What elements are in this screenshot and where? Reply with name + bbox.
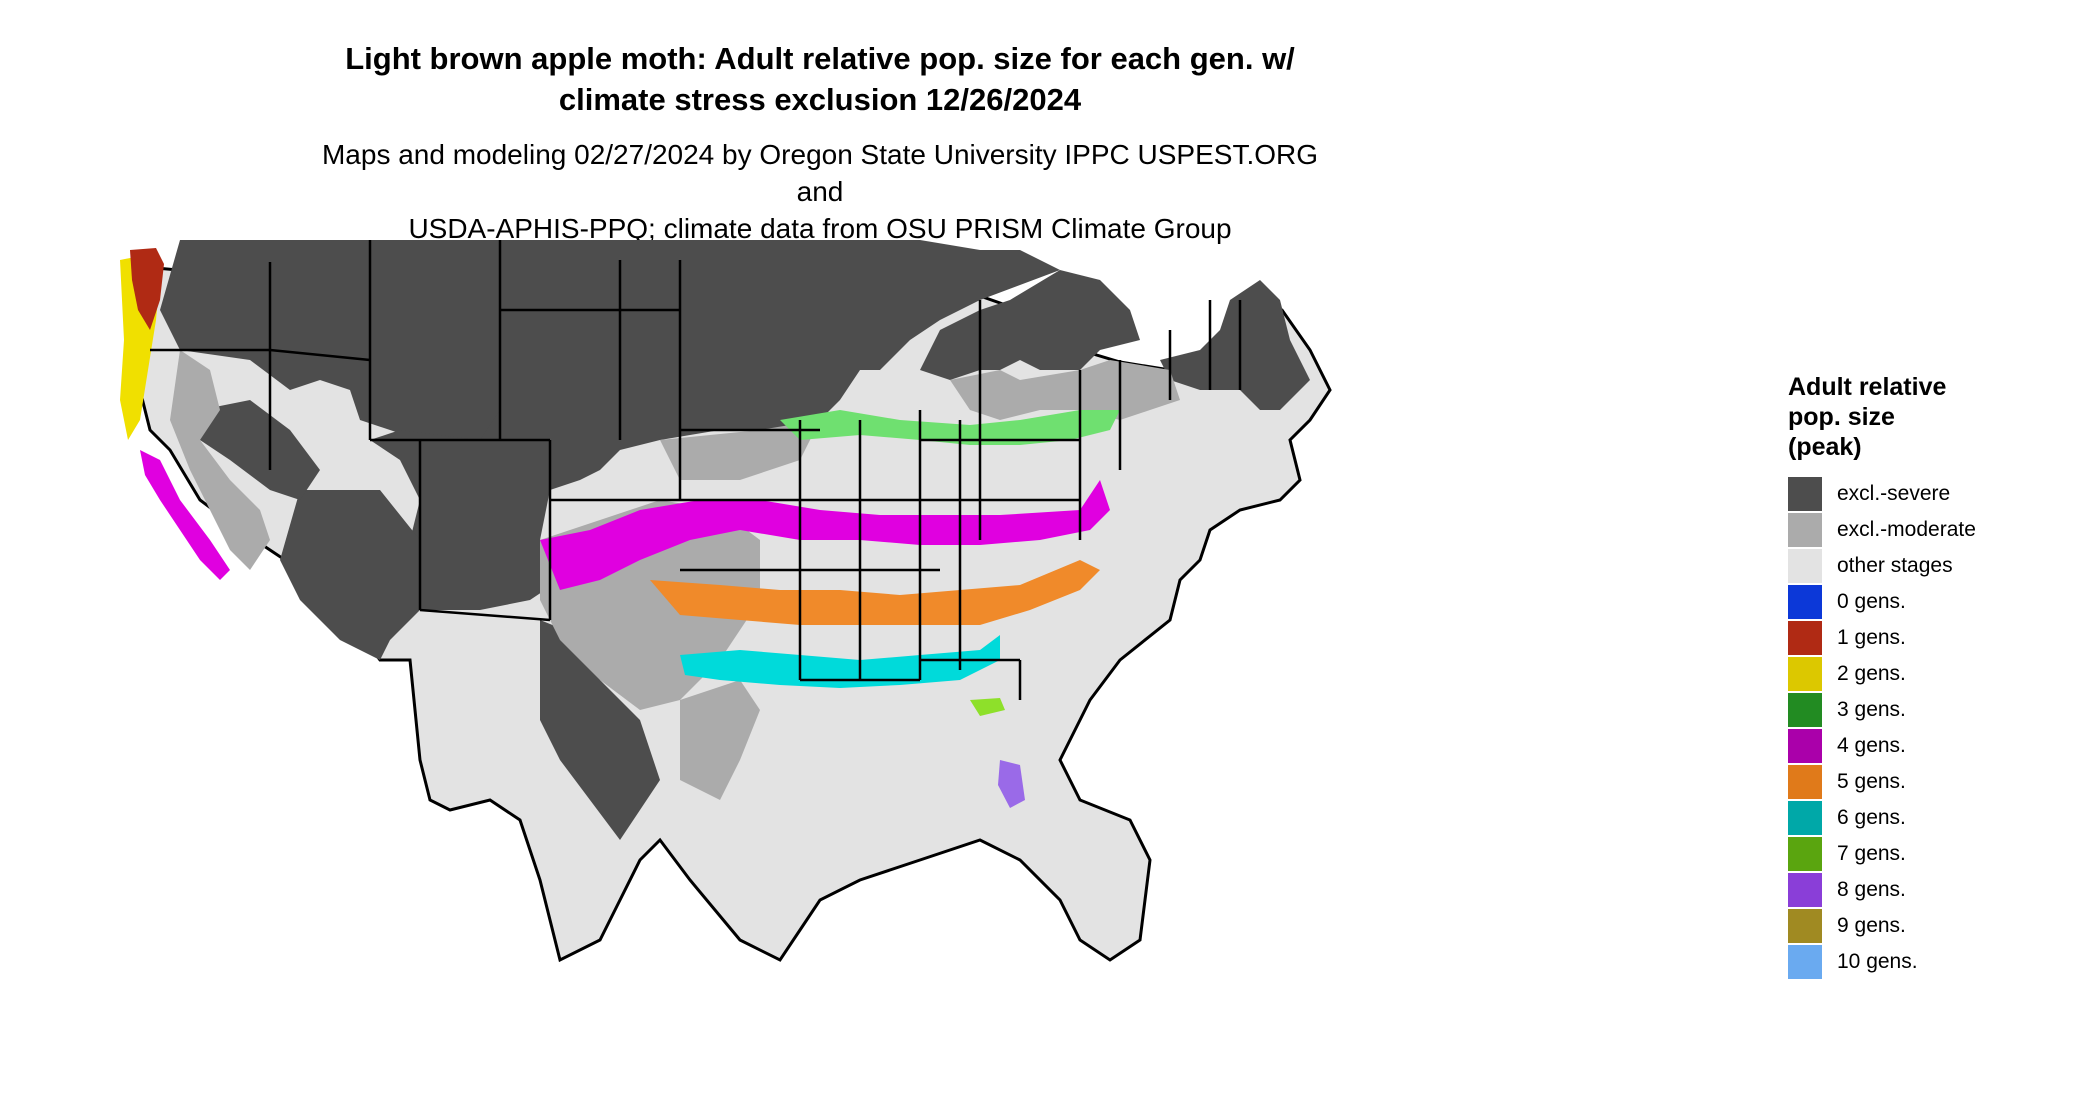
moderate-gulf-texas: [680, 680, 760, 800]
legend-label: 9 gens.: [1837, 914, 1906, 937]
legend-swatch: [1788, 513, 1822, 547]
severe-great-plains: [370, 240, 1060, 610]
legend-label: 0 gens.: [1837, 590, 1906, 613]
legend-item: 5 gens.: [1788, 764, 2078, 800]
legend-item: 0 gens.: [1788, 584, 2078, 620]
legend-swatch: [1788, 765, 1822, 799]
legend-swatch: [1788, 801, 1822, 835]
title-line-2: climate stress exclusion 12/26/2024: [558, 82, 1082, 117]
legend-item: 3 gens.: [1788, 692, 2078, 728]
moderate-kansas-edge: [660, 420, 820, 480]
moderate-west-coast: [170, 350, 270, 570]
legend-label: 4 gens.: [1837, 734, 1906, 757]
legend-title-line-1: Adult relative: [1788, 373, 1947, 401]
severe-upper-midwest: [920, 270, 1140, 380]
moderate-great-lakes: [950, 360, 1180, 420]
legend-swatch: [1788, 657, 1822, 691]
band-4-gens-mid-south: [540, 480, 1110, 590]
legend-items: excl.-severe excl.-moderate other stages 0 …: [1788, 476, 2078, 980]
legend-label: 2 gens.: [1837, 662, 1906, 685]
severe-west-texas: [540, 620, 660, 840]
subtitle-line-2: USDA-APHIS-PPQ; climate data from OSU PR…: [408, 213, 1232, 244]
severe-southwest: [280, 490, 420, 660]
legend-swatch: [1788, 585, 1822, 619]
band-5-gens-south: [650, 560, 1100, 625]
legend-item: 4 gens.: [1788, 728, 2078, 764]
legend-label: 8 gens.: [1837, 878, 1906, 901]
map-subtitle: Maps and modeling 02/27/2024 by Oregon S…: [320, 136, 1320, 247]
legend-item: excl.-severe: [1788, 476, 2078, 512]
legend-swatch: [1788, 477, 1822, 511]
legend-swatch: [1788, 729, 1822, 763]
legend-swatch: [1788, 873, 1822, 907]
band-7-gens-florida: [970, 698, 1005, 716]
legend-label: excl.-moderate: [1837, 518, 1976, 541]
us-map-svg: [120, 240, 1332, 963]
legend-item: 1 gens.: [1788, 620, 2078, 656]
legend-title-line-2: pop. size: [1788, 403, 1895, 431]
legend-title: Adult relative pop. size (peak): [1788, 372, 2078, 462]
band-4-gens-california: [140, 450, 230, 580]
legend-swatch: [1788, 549, 1822, 583]
legend-label: 7 gens.: [1837, 842, 1906, 865]
legend-label: 1 gens.: [1837, 626, 1906, 649]
legend-item: 2 gens.: [1788, 656, 2078, 692]
legend-title-line-3: (peak): [1788, 433, 1862, 461]
legend-label: 3 gens.: [1837, 698, 1906, 721]
legend: Adult relative pop. size (peak) excl.-se…: [1788, 372, 2078, 980]
severe-nevada: [200, 400, 320, 500]
legend-label: 6 gens.: [1837, 806, 1906, 829]
legend-label: other stages: [1837, 554, 1953, 577]
legend-label: excl.-severe: [1837, 482, 1951, 505]
legend-swatch: [1788, 837, 1822, 871]
legend-item: 6 gens.: [1788, 800, 2078, 836]
state-boundaries: [150, 240, 1242, 700]
legend-item: other stages: [1788, 548, 2078, 584]
severe-northeast: [1160, 280, 1310, 410]
band-1-gens-pacific-nw: [130, 248, 164, 330]
legend-item: excl.-moderate: [1788, 512, 2078, 548]
legend-swatch: [1788, 693, 1822, 727]
legend-item: 10 gens.: [1788, 944, 2078, 980]
title-line-1: Light brown apple moth: Adult relative p…: [345, 41, 1295, 76]
legend-item: 8 gens.: [1788, 872, 2078, 908]
us-map: [120, 240, 1680, 1110]
map-title: Light brown apple moth: Adult relative p…: [320, 38, 1320, 120]
legend-label: 5 gens.: [1837, 770, 1906, 793]
legend-swatch: [1788, 621, 1822, 655]
legend-swatch: [1788, 945, 1822, 979]
subtitle-line-1: Maps and modeling 02/27/2024 by Oregon S…: [321, 139, 1319, 207]
legend-label: 10 gens.: [1837, 950, 1918, 973]
band-3-gens-ohio-valley: [780, 410, 1120, 445]
legend-item: 7 gens.: [1788, 836, 2078, 872]
band-8-gens-south-florida: [998, 760, 1025, 808]
legend-swatch: [1788, 909, 1822, 943]
legend-item: 9 gens.: [1788, 908, 2078, 944]
